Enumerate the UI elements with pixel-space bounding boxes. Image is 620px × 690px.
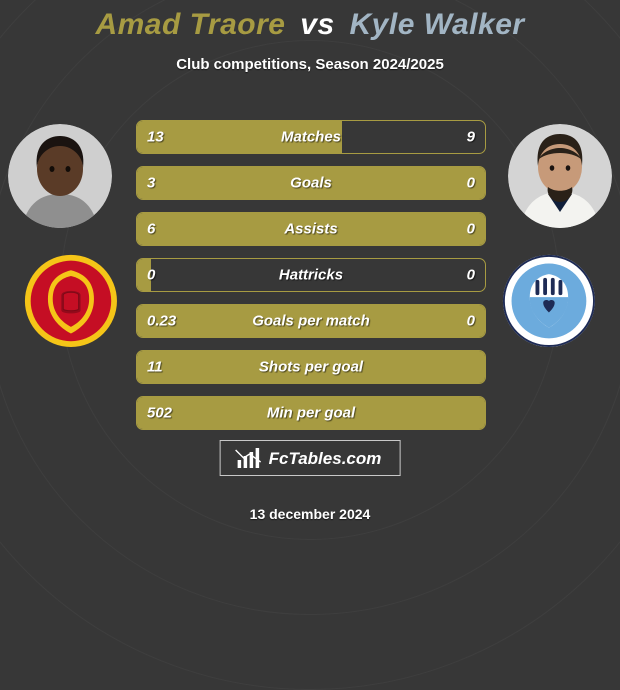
stat-p2-value: 0 [467,267,475,284]
stat-label: Goals [137,175,485,192]
stat-label: Matches [137,129,485,146]
player1-club-crest [20,250,122,352]
player2-club-crest [498,250,600,352]
stat-row-goals-per-match: 0.23 Goals per match 0 [136,304,486,338]
stat-row-min-per-goal: 502 Min per goal [136,396,486,430]
site-name: FcTables.com [269,449,382,469]
stat-row-assists: 6 Assists 0 [136,212,486,246]
player1-portrait [8,124,112,228]
stat-label: Assists [137,221,485,238]
stat-p2-value: 9 [467,129,475,146]
stat-label: Shots per goal [137,359,485,376]
player2-portrait [508,124,612,228]
stat-p2-value: 0 [467,221,475,238]
date-label: 13 december 2024 [0,506,620,522]
stat-row-goals: 3 Goals 0 [136,166,486,200]
stat-row-matches: 13 Matches 9 [136,120,486,154]
stat-row-shots-per-goal: 11 Shots per goal [136,350,486,384]
site-logo: FcTables.com [220,440,401,476]
stats-table: 13 Matches 9 3 Goals 0 6 Assists 0 0 Hat… [136,120,486,442]
stat-label: Hattricks [137,267,485,284]
stat-row-hattricks: 0 Hattricks 0 [136,258,486,292]
stat-label: Goals per match [137,313,485,330]
stat-p2-value: 0 [467,313,475,330]
bar-chart-icon [235,448,263,470]
stat-p2-value: 0 [467,175,475,192]
stat-label: Min per goal [137,405,485,422]
